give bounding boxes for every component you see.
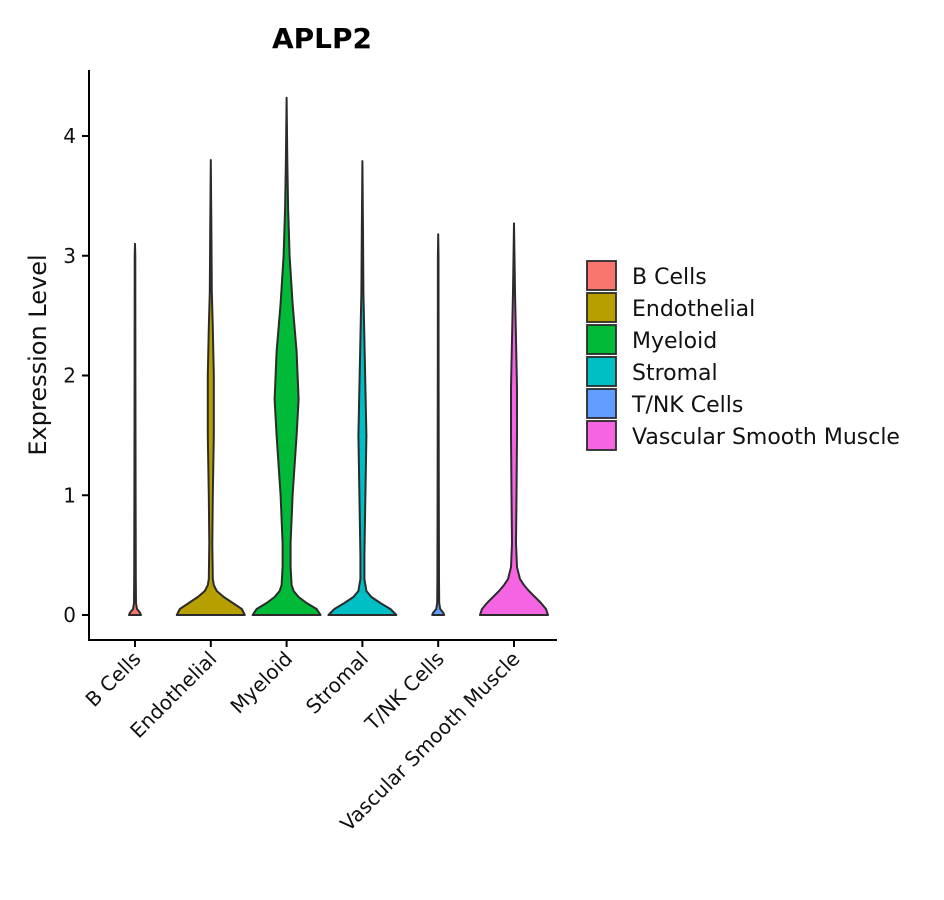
violin-b-cells bbox=[128, 242, 142, 616]
y-ticks: 0 1 2 3 4 bbox=[63, 124, 89, 627]
legend-label-endothelial: Endothelial bbox=[632, 297, 755, 322]
y-tick-label-3: 3 bbox=[63, 244, 76, 268]
legend-swatch-vascular-smooth-muscle bbox=[586, 420, 617, 451]
legend-item-t-nk-cells: T/NK Cells bbox=[586, 388, 743, 419]
legend-label-b-cells: B Cells bbox=[632, 265, 707, 290]
violins bbox=[128, 96, 549, 616]
legend-item-b-cells: B Cells bbox=[586, 260, 707, 291]
legend-swatch-t-nk-cells bbox=[586, 388, 617, 419]
violin-endothelial bbox=[175, 159, 246, 616]
legend-swatch-endothelial bbox=[586, 292, 617, 323]
axes bbox=[88, 70, 557, 641]
legend-item-vascular-smooth-muscle: Vascular Smooth Muscle bbox=[586, 420, 900, 451]
x-tick-label-b-cells: B Cells bbox=[81, 647, 146, 712]
violin-myeloid bbox=[251, 96, 322, 616]
violin-vascular-smooth-muscle bbox=[479, 222, 549, 616]
legend-label-vascular-smooth-muscle: Vascular Smooth Muscle bbox=[632, 425, 900, 450]
violin-t-nk-cells bbox=[431, 233, 446, 616]
legend-label-myeloid: Myeloid bbox=[632, 329, 717, 354]
legend: B Cells Endothelial Myeloid Stromal T/NK Cel… bbox=[586, 260, 900, 451]
legend-swatch-myeloid bbox=[586, 324, 617, 355]
legend-swatch-stromal bbox=[586, 356, 617, 387]
violin-stromal bbox=[327, 160, 398, 616]
y-tick-label-0: 0 bbox=[63, 603, 76, 627]
y-axis-title: Expression Level bbox=[24, 254, 52, 455]
legend-label-stromal: Stromal bbox=[632, 361, 718, 386]
y-tick-label-2: 2 bbox=[63, 364, 76, 388]
legend-item-stromal: Stromal bbox=[586, 356, 718, 387]
x-tick-label-stromal: Stromal bbox=[301, 647, 373, 719]
x-tick-label-myeloid: Myeloid bbox=[225, 647, 297, 719]
y-tick-label-1: 1 bbox=[63, 483, 76, 507]
chart-title: APLP2 bbox=[272, 22, 372, 55]
legend-swatch-b-cells bbox=[586, 260, 617, 291]
legend-item-endothelial: Endothelial bbox=[586, 292, 755, 323]
y-tick-label-4: 4 bbox=[63, 124, 76, 148]
legend-label-t-nk-cells: T/NK Cells bbox=[631, 393, 743, 418]
legend-item-myeloid: Myeloid bbox=[586, 324, 717, 355]
